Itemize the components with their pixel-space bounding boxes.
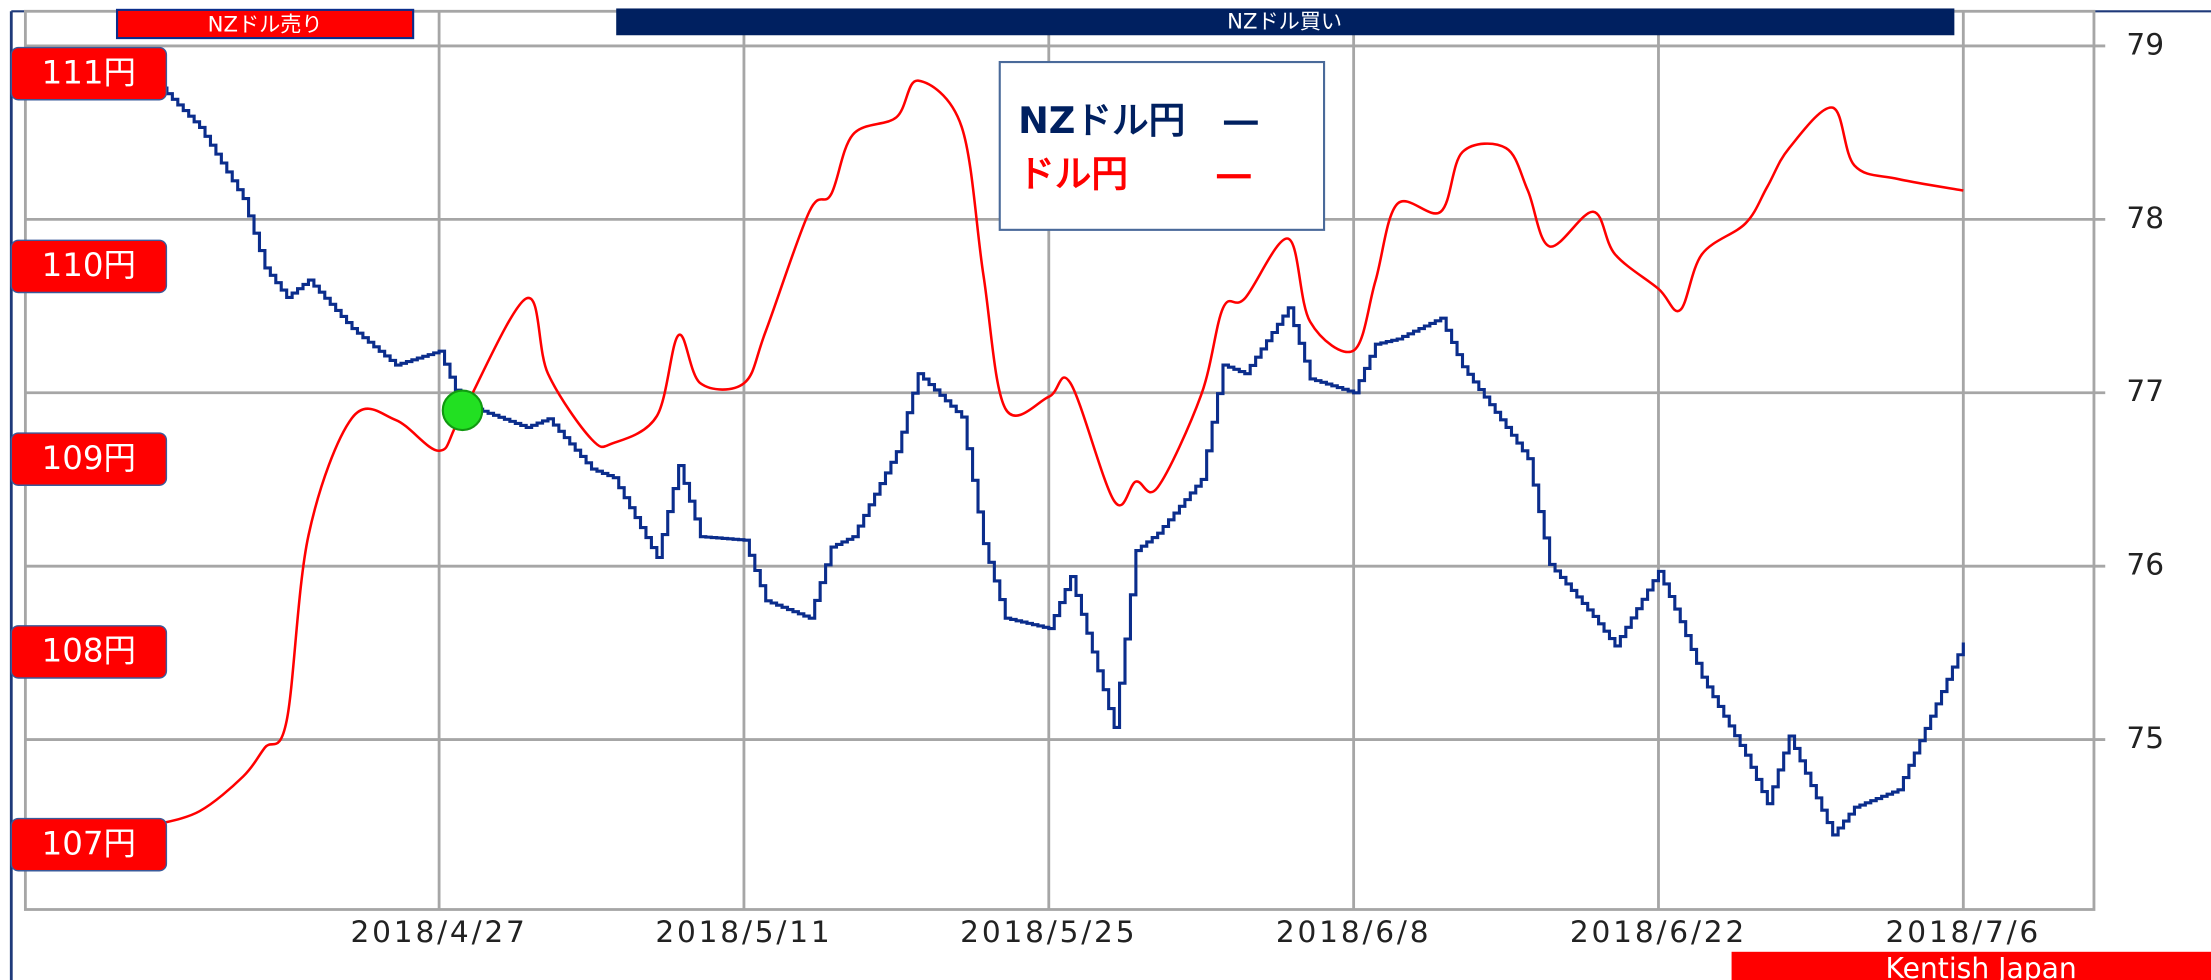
y-tick-label: 110円 — [42, 246, 136, 284]
buy-banner-label: NZドル買い — [1227, 9, 1342, 34]
y-tick-label: 109円 — [42, 439, 136, 477]
sell-banner — [115, 8, 415, 40]
y2-tick-label: 77 — [2126, 374, 2164, 408]
legend-label: NZドル円 — [1018, 99, 1185, 142]
legend-box — [998, 60, 1326, 231]
x-tick-label: 2018/6/22 — [1570, 915, 1747, 949]
y-tick-label: 107円 — [42, 824, 136, 862]
x-tick-label: 2018/7/6 — [1886, 915, 2042, 949]
y2-tick-label: 78 — [2126, 201, 2164, 235]
y-tick-label: 108円 — [42, 632, 136, 670]
grid — [25, 11, 2106, 910]
y-tick-label: 111円 — [42, 53, 136, 91]
footer-label: Kentish Japan — [1885, 952, 2076, 980]
y-tick-box — [10, 46, 168, 101]
y-tick-box — [10, 817, 168, 872]
sell-banner-label: NZドル売り — [208, 11, 323, 36]
crossing-marker — [441, 389, 484, 432]
legend: NZドル円 ドル円 — [998, 60, 1326, 231]
x-tick-label: 2018/5/11 — [655, 915, 832, 949]
y2-tick-label: 79 — [2126, 27, 2164, 61]
legend-label: ドル円 — [1018, 153, 1128, 196]
y2-tick-label: 75 — [2126, 721, 2164, 755]
y2-tick-label: 76 — [2126, 548, 2164, 582]
footer-bar — [1731, 951, 2211, 980]
x-tick-label: 2018/6/8 — [1276, 915, 1432, 949]
x-tick-label: 2018/5/25 — [960, 915, 1137, 949]
y-tick-box — [10, 239, 168, 294]
y-tick-box — [10, 625, 168, 679]
y-tick-box — [10, 432, 168, 486]
x-tick-label: 2018/4/27 — [350, 915, 527, 949]
buy-banner — [616, 8, 1955, 36]
